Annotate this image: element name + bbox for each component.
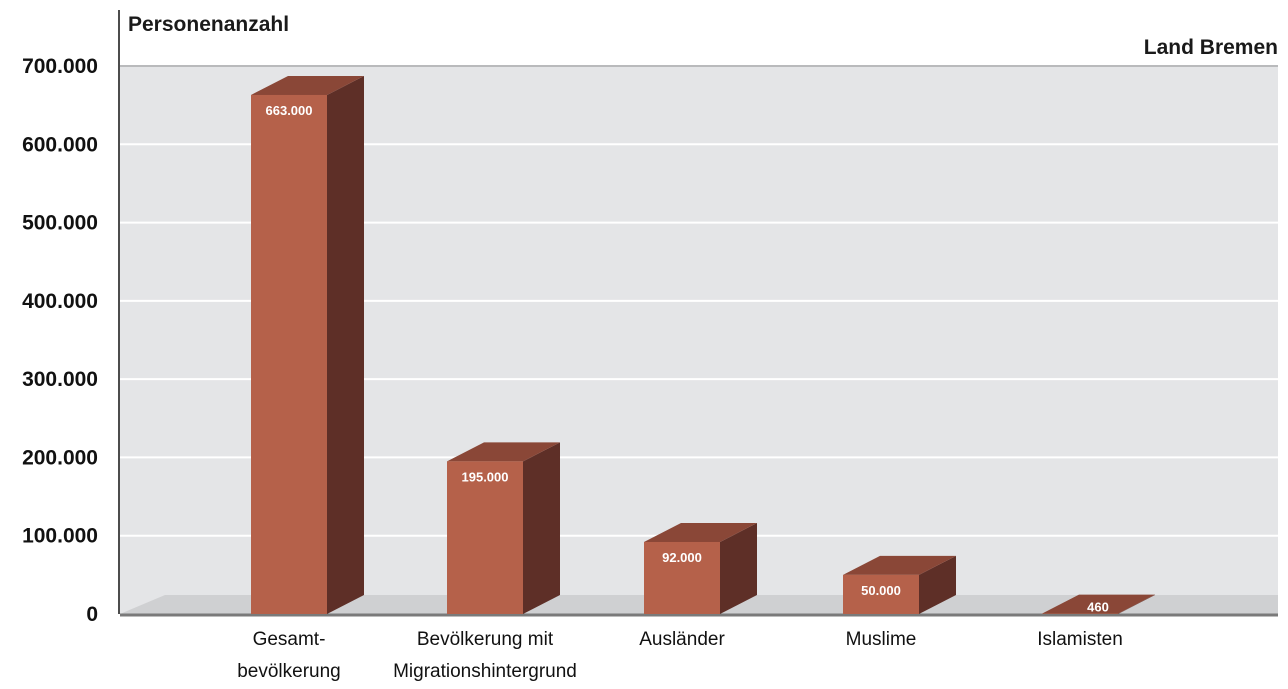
bar-front bbox=[251, 95, 327, 614]
bar-side bbox=[327, 76, 364, 614]
bar: 92.000 bbox=[644, 523, 757, 614]
y-tick-label: 600.000 bbox=[22, 133, 98, 156]
x-category-label: Islamisten bbox=[1037, 629, 1123, 650]
x-category-label: bevölkerung bbox=[237, 661, 341, 682]
y-tick-label: 300.000 bbox=[22, 368, 98, 391]
bar-value-label: 50.000 bbox=[861, 583, 901, 598]
y-tick-label: 100.000 bbox=[22, 525, 98, 548]
bar: 195.000 bbox=[447, 442, 560, 614]
bar-value-label: 195.000 bbox=[462, 469, 509, 484]
y-axis-title: Personenanzahl bbox=[128, 13, 289, 36]
x-category-label: Gesamt- bbox=[253, 629, 326, 650]
y-tick-labels: 0 100.000 200.000 300.000 400.000 500.000 600.… bbox=[22, 55, 98, 626]
bar-value-label: 663.000 bbox=[266, 103, 313, 118]
x-category-label: Muslime bbox=[846, 629, 917, 650]
bar-value-label: 460 bbox=[1087, 600, 1109, 615]
y-tick-label: 500.000 bbox=[22, 212, 98, 235]
bar-side bbox=[523, 442, 560, 614]
x-category-label: Bevölkerung mit bbox=[417, 629, 554, 650]
y-tick-label: 400.000 bbox=[22, 290, 98, 313]
x-category-labels: Gesamt-bevölkerung Bevölkerung mit Migrati… bbox=[237, 629, 1123, 682]
chart-region-label: Land Bremen bbox=[1144, 36, 1278, 59]
y-tick-label: 200.000 bbox=[22, 446, 98, 469]
bar-value-label: 92.000 bbox=[662, 550, 702, 565]
y-tick-label: 700.000 bbox=[22, 55, 98, 78]
x-category-label: Migrationshintergrund bbox=[393, 661, 577, 682]
bar: 663.000 bbox=[251, 76, 364, 614]
x-category-label: Ausländer bbox=[639, 629, 725, 650]
y-tick-label: 0 bbox=[86, 603, 98, 626]
